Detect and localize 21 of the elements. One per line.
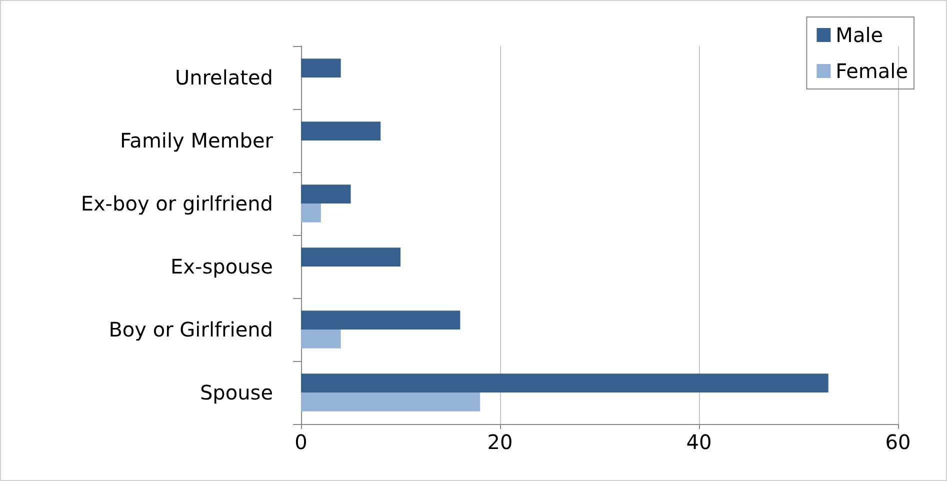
x-tick-label: 0 bbox=[294, 430, 308, 454]
bar bbox=[301, 184, 351, 204]
bar bbox=[301, 204, 321, 222]
y-tick-label: Ex-boy or girlfriend bbox=[80, 192, 273, 216]
bar bbox=[301, 248, 400, 266]
y-tick-label: Ex-spouse bbox=[170, 254, 273, 278]
legend-label: Male bbox=[836, 23, 884, 47]
y-tick-label: Unrelated bbox=[174, 66, 273, 90]
legend-label: Female bbox=[836, 59, 908, 83]
x-tick-label: 40 bbox=[686, 430, 712, 454]
y-tick-label: Spouse bbox=[200, 380, 273, 404]
bar bbox=[301, 330, 341, 348]
bar bbox=[301, 58, 341, 78]
y-tick-label: Boy or Girlfriend bbox=[108, 318, 273, 342]
y-tick-label: Family Member bbox=[120, 128, 274, 152]
bar bbox=[301, 122, 381, 140]
bar bbox=[301, 392, 480, 412]
bar bbox=[301, 374, 828, 392]
x-tick-label: 60 bbox=[885, 430, 911, 454]
bar bbox=[301, 310, 460, 330]
x-tick-label: 20 bbox=[487, 430, 513, 454]
